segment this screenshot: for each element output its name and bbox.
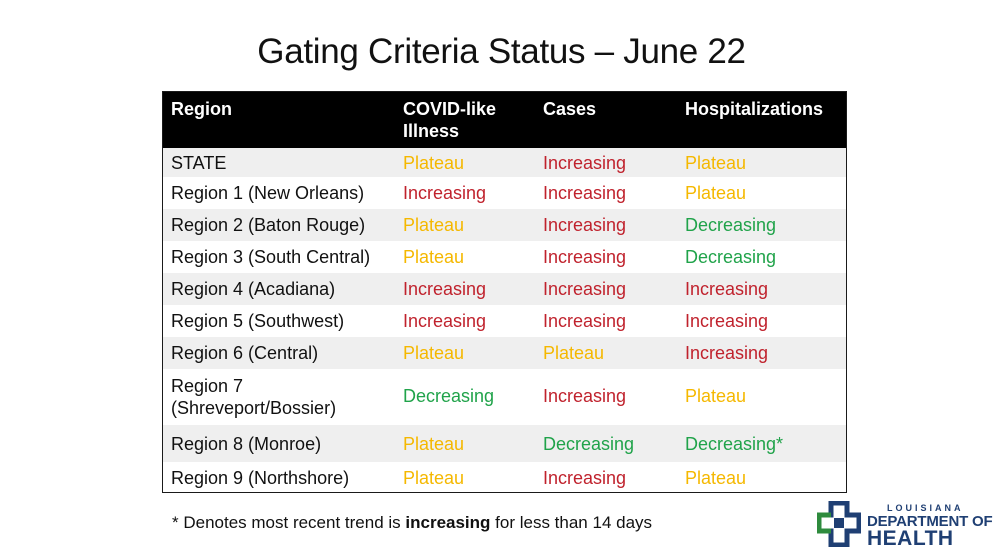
cell-cases: Increasing xyxy=(543,467,627,488)
table-row: Region 5 (Southwest) Increasing Increasing… xyxy=(163,305,846,337)
cell-covid-like-illness: Plateau xyxy=(403,215,465,235)
cell-covid-like-illness: Plateau xyxy=(403,343,465,363)
cell-region: Region 5 (Southwest) xyxy=(171,311,345,331)
cell-cases: Increasing xyxy=(543,311,627,331)
ldh-logo: LOUISIANA DEPARTMENT OF HEALTH xyxy=(817,500,997,550)
footnote-prefix: * Denotes most recent trend is xyxy=(172,513,406,532)
header-hospitalizations: Hospitalizations xyxy=(685,99,824,119)
cell-cases: Increasing xyxy=(543,152,627,173)
cell-region: Region 8 (Monroe) xyxy=(171,433,322,454)
cell-region: Region 4 (Acadiana) xyxy=(171,279,336,299)
header-cases: Cases xyxy=(543,99,597,119)
cross-logo-icon xyxy=(817,501,861,547)
cell-hospitalizations: Plateau xyxy=(685,183,747,203)
cell-cases: Plateau xyxy=(543,343,605,363)
table-row: Region 8 (Monroe) Plateau Decreasing Decrea… xyxy=(163,425,846,462)
cell-region: Region 3 (South Central) xyxy=(171,247,371,267)
cell-covid-like-illness: Plateau xyxy=(403,247,465,267)
cell-hospitalizations: Decreasing xyxy=(685,247,777,267)
logo-state: LOUISIANA xyxy=(887,503,964,513)
cell-covid-like-illness: Increasing xyxy=(403,279,487,299)
gating-criteria-table: Region COVID-like Illness Cases Hospital… xyxy=(162,91,847,493)
cell-covid-like-illness: Increasing xyxy=(403,183,487,203)
cell-cases: Increasing xyxy=(543,386,627,406)
header-region: Region xyxy=(171,99,232,119)
table-row: Region 9 (Northshore) Plateau Increasing Pl… xyxy=(163,462,846,493)
cell-region: Region 7 (Shreveport/Bossier) xyxy=(171,376,337,418)
cell-cases: Decreasing xyxy=(543,433,635,454)
cell-covid-like-illness: Plateau xyxy=(403,467,465,488)
cell-hospitalizations: Plateau xyxy=(685,386,747,406)
cell-covid-like-illness: Decreasing xyxy=(403,386,495,406)
header-covid-like-illness: COVID-like Illness xyxy=(403,99,497,141)
logo-health: HEALTH xyxy=(867,527,954,550)
cell-hospitalizations: Decreasing* xyxy=(685,433,784,454)
table-row: Region 4 (Acadiana) Increasing Increasing I… xyxy=(163,273,846,305)
table-row: Region 2 (Baton Rouge) Plateau Increasing D… xyxy=(163,209,846,241)
page-title: Gating Criteria Status – June 22 xyxy=(257,32,746,71)
cell-hospitalizations: Decreasing xyxy=(685,215,777,235)
cell-cases: Increasing xyxy=(543,247,627,267)
footnote-suffix: for less than 14 days xyxy=(490,513,653,532)
cell-hospitalizations: Increasing xyxy=(685,311,769,331)
cell-region: Region 9 (Northshore) xyxy=(171,467,350,488)
logo-department: DEPARTMENT OF xyxy=(867,513,993,530)
cell-hospitalizations: Increasing xyxy=(685,279,769,299)
cell-covid-like-illness: Plateau xyxy=(403,152,465,173)
cell-region: Region 2 (Baton Rouge) xyxy=(171,215,366,235)
cell-cases: Increasing xyxy=(543,279,627,299)
cell-covid-like-illness: Plateau xyxy=(403,433,465,454)
footnote-emphasis: increasing xyxy=(405,513,491,532)
cell-region: Region 6 (Central) xyxy=(171,343,319,363)
cell-region: Region 1 (New Orleans) xyxy=(171,183,365,203)
footnote: * Denotes most recent trend is increasin… xyxy=(172,513,652,533)
cell-hospitalizations: Plateau xyxy=(685,467,747,488)
cell-covid-like-illness: Increasing xyxy=(403,311,487,331)
table-row: STATE Plateau Increasing Plateau xyxy=(163,148,846,177)
cell-cases: Increasing xyxy=(543,183,627,203)
cell-hospitalizations: Plateau xyxy=(685,152,747,173)
cell-region: STATE xyxy=(171,152,227,173)
table-row: Region 6 (Central) Plateau Plateau Increasi… xyxy=(163,337,846,369)
table-row: Region 7 (Shreveport/Bossier) Decreasing I… xyxy=(163,369,846,425)
cell-hospitalizations: Increasing xyxy=(685,343,769,363)
table-row: Region 1 (New Orleans) Increasing Increasi… xyxy=(163,177,846,209)
table-header: Region COVID-like Illness Cases Hospital… xyxy=(163,92,846,148)
cell-cases: Increasing xyxy=(543,215,627,235)
table-row: Region 3 (South Central) Plateau Increasin… xyxy=(163,241,846,273)
